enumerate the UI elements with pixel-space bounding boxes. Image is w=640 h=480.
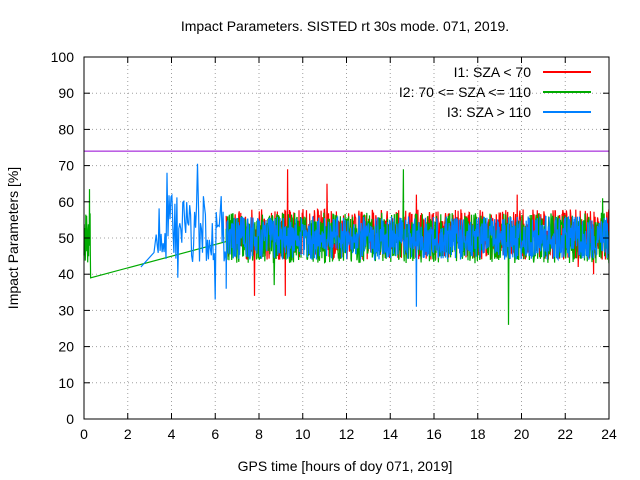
- x-tick-label: 0: [80, 426, 88, 442]
- y-tick-label: 0: [66, 411, 74, 427]
- x-axis-label: GPS time [hours of doy 071, 2019]: [238, 458, 453, 474]
- y-tick-label: 80: [58, 121, 74, 137]
- legend-label: I1: SZA < 70: [454, 64, 532, 80]
- series-line-3: [140, 163, 610, 307]
- x-tick-label: 22: [557, 426, 573, 442]
- y-tick-label: 60: [58, 194, 74, 210]
- y-tick-label: 10: [58, 375, 74, 391]
- x-tick-label: 2: [124, 426, 132, 442]
- x-tick-label: 10: [295, 426, 311, 442]
- x-tick-label: 18: [470, 426, 486, 442]
- legend-label: I2: 70 <= SZA <= 110: [399, 84, 531, 100]
- y-tick-label: 70: [58, 158, 74, 174]
- y-tick-label: 50: [58, 230, 74, 246]
- y-tick-label: 40: [58, 266, 74, 282]
- y-tick-label: 90: [58, 85, 74, 101]
- x-tick-label: 16: [426, 426, 442, 442]
- x-tick-label: 12: [339, 426, 355, 442]
- y-tick-label: 30: [58, 302, 74, 318]
- x-tick-label: 14: [382, 426, 398, 442]
- chart-title: Impact Parameters. SISTED rt 30s mode. 0…: [181, 18, 509, 34]
- y-tick-label: 100: [51, 49, 75, 65]
- legend-label: I3: SZA > 110: [447, 104, 531, 120]
- x-tick-label: 6: [211, 426, 219, 442]
- x-tick-label: 24: [601, 426, 617, 442]
- y-axis-label: Impact Parameters [%]: [5, 167, 21, 309]
- x-tick-label: 4: [168, 426, 176, 442]
- x-tick-label: 20: [514, 426, 530, 442]
- y-tick-label: 20: [58, 339, 74, 355]
- x-tick-label: 8: [255, 426, 263, 442]
- plot-border: [83, 56, 610, 420]
